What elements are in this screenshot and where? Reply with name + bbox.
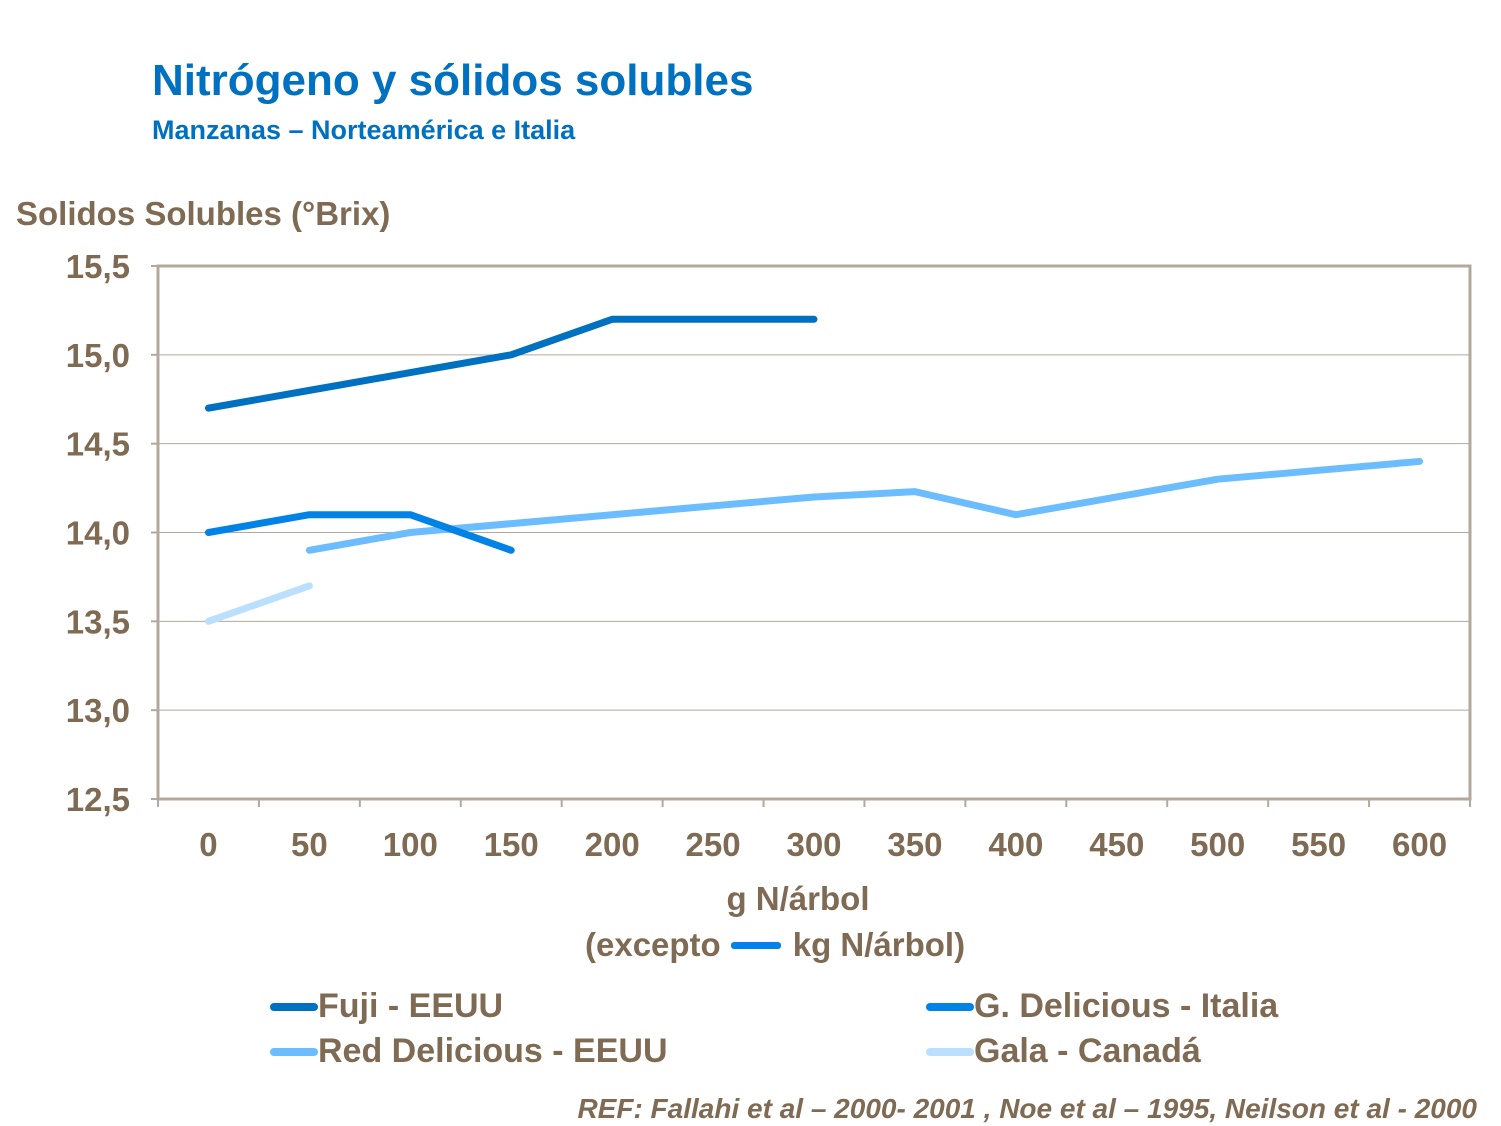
legend-swatch bbox=[270, 1002, 318, 1011]
legend-swatch bbox=[926, 1002, 974, 1011]
y-tick-label: 13,5 bbox=[66, 603, 130, 640]
x-tick-label: 300 bbox=[786, 826, 841, 863]
y-axis-label: Solidos Solubles (°Brix) bbox=[16, 195, 391, 232]
x-axis-note: (excepto kg N/árbol) bbox=[585, 926, 965, 964]
series-line-red-delicious-eeuu bbox=[305, 457, 1424, 554]
legend-item-fuji: Fuji - EEUU bbox=[270, 987, 503, 1026]
x-tick-label: 550 bbox=[1291, 826, 1346, 863]
legend-label: Fuji - EEUU bbox=[318, 987, 504, 1025]
y-tick-label: 15,5 bbox=[66, 248, 130, 285]
x-tick-label: 350 bbox=[887, 826, 942, 863]
legend-item-gala: Gala - Canadá bbox=[926, 1032, 1201, 1071]
series-line-gala-canad- bbox=[204, 582, 313, 625]
legend-label: G. Delicious - Italia bbox=[974, 987, 1279, 1025]
legend-swatch bbox=[926, 1047, 974, 1056]
x-tick-label: 250 bbox=[686, 826, 741, 863]
x-tick-label: 450 bbox=[1089, 826, 1144, 863]
x-tick-label: 500 bbox=[1190, 826, 1245, 863]
y-tick-label: 15,0 bbox=[66, 337, 130, 374]
y-tick-label: 13,0 bbox=[66, 692, 130, 729]
legend-label: Gala - Canadá bbox=[974, 1032, 1201, 1070]
plot-frame bbox=[156, 264, 1472, 801]
legend-label: Red Delicious - EEUU bbox=[318, 1032, 668, 1070]
x-axis-note-suffix: kg N/árbol) bbox=[792, 926, 966, 963]
x-tick-label: 50 bbox=[291, 826, 328, 863]
legend-item-g-delicious: G. Delicious - Italia bbox=[926, 987, 1278, 1026]
y-tick-label: 14,5 bbox=[66, 426, 130, 463]
legend-swatch bbox=[270, 1047, 318, 1056]
x-tick-label: 400 bbox=[988, 826, 1043, 863]
y-tick-label: 14,0 bbox=[66, 515, 130, 552]
x-tick-label: 200 bbox=[585, 826, 640, 863]
chart-title: Nitrógeno y sólidos solubles bbox=[152, 56, 754, 105]
x-axis-note-swatch bbox=[730, 941, 781, 949]
x-axis-note-prefix: (excepto bbox=[585, 926, 721, 963]
reference-note: REF: Fallahi et al – 2000- 2001 , Noe et… bbox=[577, 1093, 1477, 1124]
x-tick-label: 100 bbox=[383, 826, 438, 863]
x-tick-label: 600 bbox=[1392, 826, 1447, 863]
y-tick-label: 12,5 bbox=[66, 781, 130, 818]
series-line-fuji-eeuu bbox=[204, 315, 818, 412]
x-tick-label: 150 bbox=[484, 826, 539, 863]
x-tick-label: 0 bbox=[199, 826, 217, 863]
legend-item-red-delicious: Red Delicious - EEUU bbox=[270, 1032, 668, 1071]
x-axis-label: g N/árbol bbox=[726, 880, 870, 917]
series-line-g-delicious-italia bbox=[204, 511, 515, 554]
chart-subtitle: Manzanas – Norteamérica e Italia bbox=[152, 115, 576, 145]
